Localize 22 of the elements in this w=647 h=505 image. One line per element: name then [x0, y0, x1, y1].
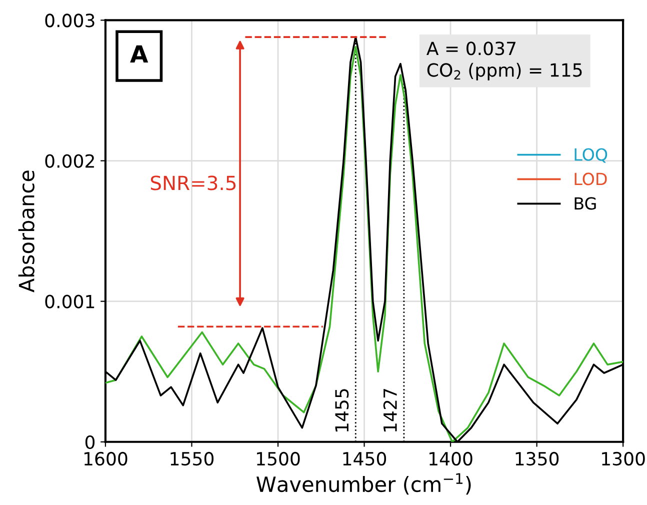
x-tick-label: 1550 [170, 452, 214, 466]
ref-line-label: 1455 [335, 389, 349, 432]
y-axis-title: Absorbance [18, 170, 34, 292]
legend-label: BG [574, 197, 596, 210]
x-tick-label: 1500 [257, 452, 300, 466]
x-tick-label: 1600 [84, 452, 128, 466]
legend-label: LOQ [574, 148, 608, 163]
x-tick-label: 1400 [430, 452, 472, 466]
annotation: SNR=3.5 [150, 176, 236, 190]
x-tick-label: 1450 [343, 452, 386, 466]
ref-line-label: 1427 [383, 389, 397, 432]
x-axis-title: Wavenumber (cm$^{−1}$) [256, 473, 471, 495]
annotation: A = 0.037 [426, 42, 516, 56]
x-tick-label: 1300 [602, 452, 645, 466]
y-tick-label: 0.003 [45, 14, 94, 28]
annotation: CO$_{2}$ (ppm) = 115 [427, 62, 582, 80]
y-tick-label: 0.001 [45, 294, 94, 308]
annotation: A [130, 45, 148, 63]
y-tick-label: 0.002 [45, 154, 94, 168]
legend-label: LOD [574, 172, 607, 186]
y-tick-label: 0 [85, 435, 95, 449]
x-tick-label: 1350 [516, 452, 559, 466]
